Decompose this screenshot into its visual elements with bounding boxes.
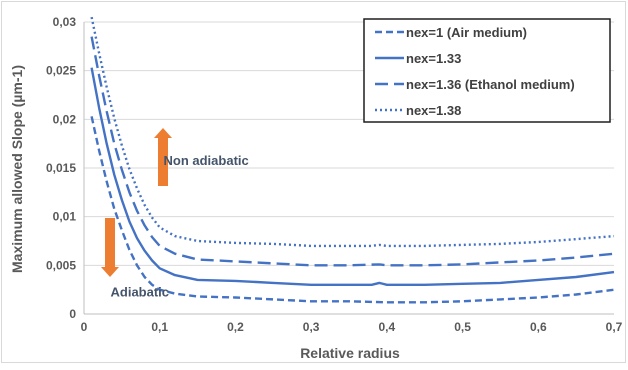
legend-label-1: nex=1 (Air medium) <box>406 25 527 40</box>
y-tick-label: 0,015 <box>46 161 76 175</box>
series-line-4 <box>90 16 615 248</box>
x-tick-label: 0,4 <box>379 320 396 334</box>
annotation-adiabatic: Adiabatic <box>111 285 170 300</box>
legend-label-4: nex=1.38 <box>406 103 461 118</box>
series-line-2 <box>90 67 615 286</box>
series-line-3 <box>90 36 615 267</box>
y-tick-label: 0,03 <box>53 15 77 29</box>
annotations: Non adiabatic Adiabatic <box>101 128 249 300</box>
x-tick-label: 0,5 <box>454 320 471 334</box>
x-tick-label: 0,1 <box>151 320 168 334</box>
x-tick-label: 0,2 <box>227 320 244 334</box>
legend-label-2: nex=1.33 <box>406 51 461 66</box>
series-line-1 <box>90 116 615 304</box>
arrow-up-icon <box>154 128 172 186</box>
legend: nex=1 (Air medium) nex=1.33 nex=1.36 (Etha… <box>363 18 611 123</box>
x-tick-label: 0,7 <box>606 320 623 334</box>
annotation-non-adiabatic: Non adiabatic <box>164 153 249 168</box>
series-lines <box>90 16 615 304</box>
y-tick-label: 0,025 <box>46 64 76 78</box>
x-tick-label: 0,3 <box>303 320 320 334</box>
y-tick-label: 0 <box>69 307 76 321</box>
arrow-down-icon <box>101 218 119 277</box>
y-tick-label: 0,005 <box>46 258 76 272</box>
y-tick-label: 0,02 <box>53 112 77 126</box>
x-tick-label: 0 <box>81 320 88 334</box>
legend-label-3: nex=1.36 (Ethanol medium) <box>406 77 575 92</box>
x-axis-title: Relative radius <box>300 345 400 361</box>
axes: 0 0,005 0,01 0,015 0,02 0,025 0,03 0 0,1 0,2 0,3 0,… <box>46 15 623 334</box>
x-tick-label: 0,6 <box>530 320 547 334</box>
y-tick-label: 0,01 <box>53 210 77 224</box>
y-axis-title: Maximum allowed Slope (µm-1) <box>9 65 25 273</box>
legend-box <box>363 18 611 123</box>
